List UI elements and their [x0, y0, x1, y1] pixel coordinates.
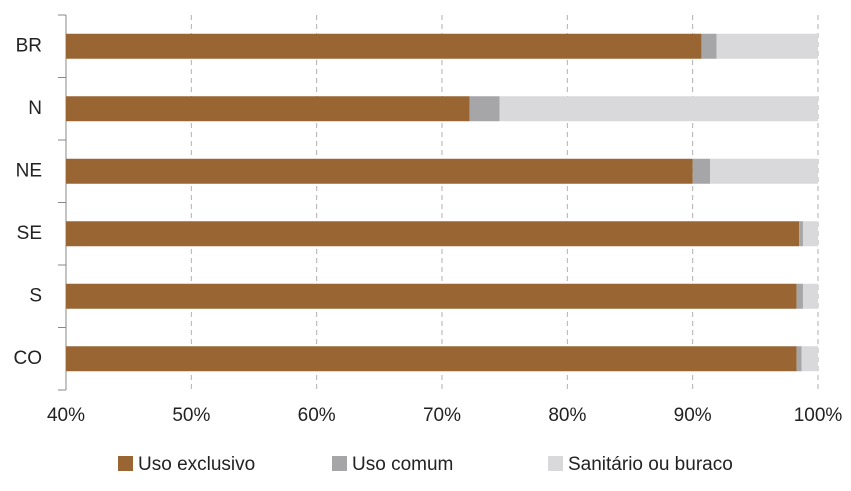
- bar-segment: [692, 158, 711, 184]
- bar-segment: [66, 33, 702, 59]
- y-tick-label: N: [28, 98, 42, 119]
- bar-segment: [802, 283, 818, 309]
- x-tick-label: 100%: [794, 405, 843, 426]
- y-tick-label: S: [29, 285, 42, 306]
- legend-label: Sanitário ou buraco: [568, 454, 733, 475]
- x-tick-label: 50%: [172, 405, 210, 426]
- bar-segment: [802, 221, 818, 247]
- bar-segment: [66, 158, 693, 184]
- y-tick-label: SE: [17, 223, 42, 244]
- bar-segment: [796, 283, 803, 309]
- x-tick-label: 60%: [298, 405, 336, 426]
- bar-segment: [66, 96, 470, 122]
- bar-segment: [796, 346, 802, 372]
- bar-segment: [66, 221, 800, 247]
- bar-segment: [499, 96, 818, 122]
- legend-label: Uso exclusivo: [138, 454, 255, 475]
- bar-segment: [469, 96, 500, 122]
- bar-segment: [801, 346, 818, 372]
- bar-segment: [716, 33, 818, 59]
- y-tick-label: NE: [16, 160, 42, 181]
- legend-label: Uso comum: [352, 454, 453, 475]
- y-tick-label: BR: [16, 35, 42, 56]
- x-tick-label: 90%: [674, 405, 712, 426]
- legend-swatch: [332, 456, 347, 471]
- bar-segment: [66, 283, 797, 309]
- x-tick-label: 80%: [548, 405, 586, 426]
- x-tick-label: 70%: [423, 405, 461, 426]
- bar-segment: [799, 221, 803, 247]
- bar-segment: [66, 346, 797, 372]
- bar-segment: [701, 33, 717, 59]
- bar-segment: [710, 158, 818, 184]
- legend-swatch: [548, 456, 563, 471]
- y-tick-label: CO: [14, 348, 43, 369]
- x-tick-label: 40%: [47, 405, 85, 426]
- legend-swatch: [118, 456, 133, 471]
